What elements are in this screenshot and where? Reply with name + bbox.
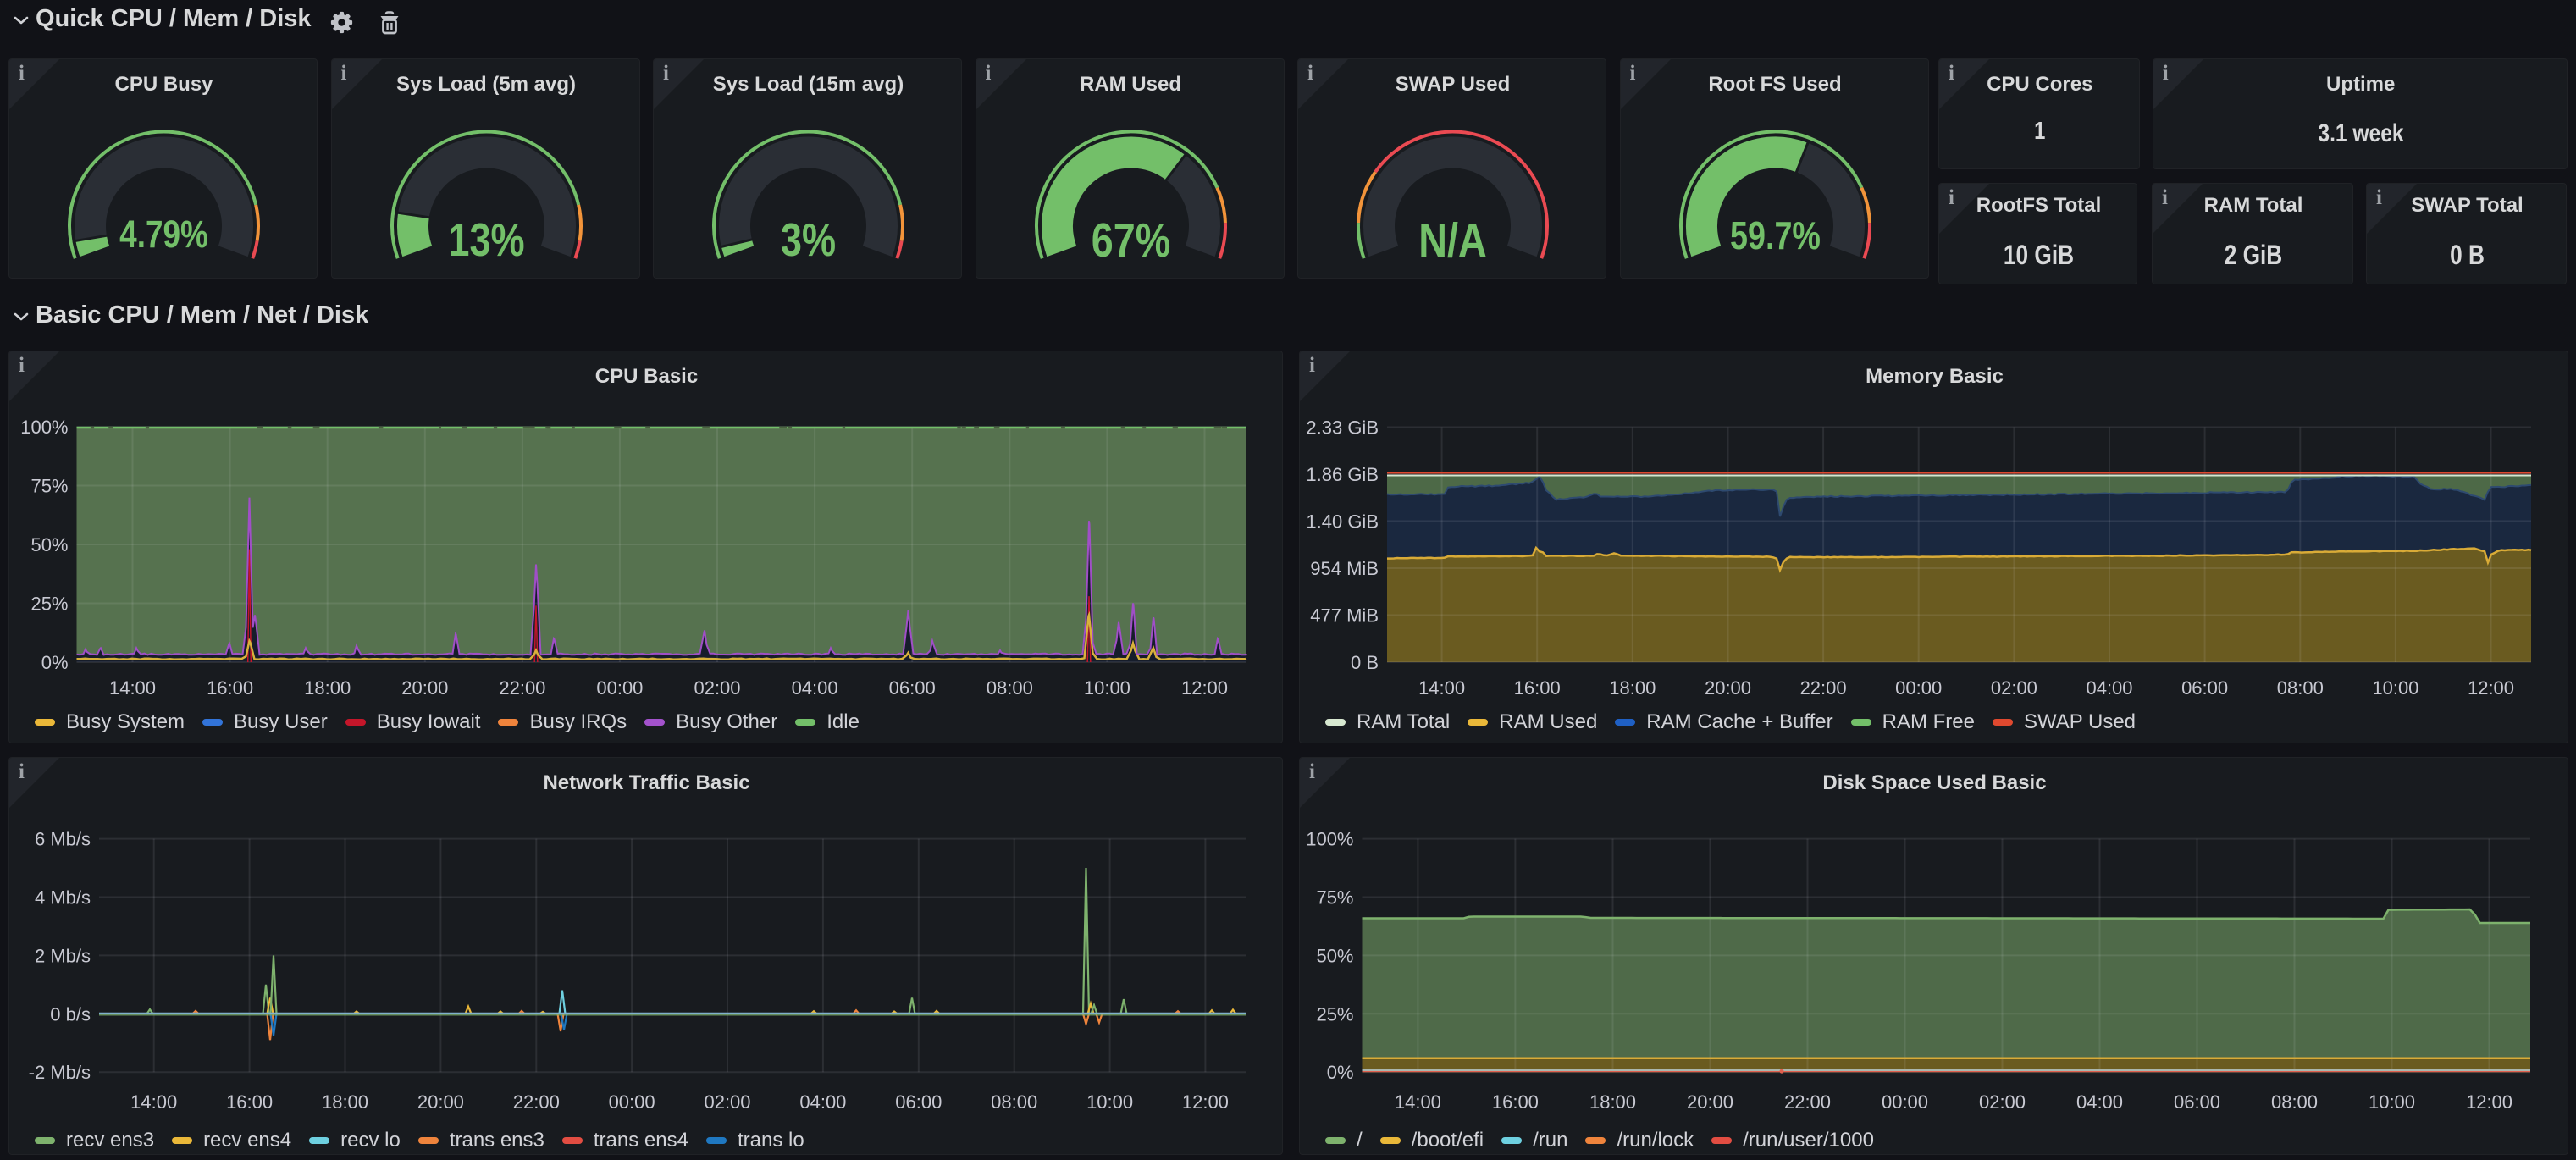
svg-text:12:00: 12:00 (2466, 1091, 2512, 1113)
svg-text:16:00: 16:00 (226, 1091, 273, 1113)
svg-text:22:00: 22:00 (499, 677, 545, 699)
svg-text:10:00: 10:00 (1084, 677, 1130, 699)
svg-text:2.33 GiB: 2.33 GiB (1306, 417, 1379, 439)
svg-text:0%: 0% (1327, 1062, 1354, 1083)
svg-text:06:00: 06:00 (2174, 1091, 2220, 1113)
svg-text:14:00: 14:00 (130, 1091, 177, 1113)
svg-text:1.86 GiB: 1.86 GiB (1306, 464, 1379, 485)
svg-text:50%: 50% (30, 534, 68, 555)
svg-text:0 B: 0 B (1351, 652, 1379, 673)
svg-text:04:00: 04:00 (2076, 1091, 2123, 1113)
svg-text:02:00: 02:00 (694, 677, 740, 699)
svg-text:20:00: 20:00 (1687, 1091, 1733, 1113)
svg-text:25%: 25% (30, 594, 68, 615)
svg-text:08:00: 08:00 (987, 677, 1033, 699)
svg-text:14:00: 14:00 (1418, 677, 1465, 699)
svg-text:08:00: 08:00 (2271, 1091, 2318, 1113)
svg-text:20:00: 20:00 (1705, 677, 1751, 699)
svg-text:2 Mb/s: 2 Mb/s (35, 945, 91, 966)
svg-text:02:00: 02:00 (1979, 1091, 2026, 1113)
svg-text:12:00: 12:00 (1181, 677, 1228, 699)
svg-text:22:00: 22:00 (513, 1091, 560, 1113)
svg-text:00:00: 00:00 (596, 677, 643, 699)
svg-text:00:00: 00:00 (609, 1091, 655, 1113)
svg-text:04:00: 04:00 (792, 677, 838, 699)
svg-text:02:00: 02:00 (704, 1091, 750, 1113)
svg-text:08:00: 08:00 (2277, 677, 2324, 699)
svg-text:06:00: 06:00 (889, 677, 936, 699)
svg-text:16:00: 16:00 (1492, 1091, 1539, 1113)
svg-text:04:00: 04:00 (799, 1091, 846, 1113)
svg-text:14:00: 14:00 (109, 677, 156, 699)
svg-text:1.40 GiB: 1.40 GiB (1306, 511, 1379, 533)
svg-text:25%: 25% (1316, 1003, 1353, 1025)
svg-text:10:00: 10:00 (1086, 1091, 1133, 1113)
svg-text:20:00: 20:00 (417, 1091, 464, 1113)
svg-text:16:00: 16:00 (1514, 677, 1561, 699)
svg-text:06:00: 06:00 (895, 1091, 942, 1113)
svg-text:0 b/s: 0 b/s (50, 1003, 91, 1025)
svg-text:12:00: 12:00 (1182, 1091, 1229, 1113)
svg-text:16:00: 16:00 (207, 677, 253, 699)
svg-text:10:00: 10:00 (2369, 1091, 2415, 1113)
svg-text:04:00: 04:00 (2086, 677, 2132, 699)
svg-text:6 Mb/s: 6 Mb/s (35, 829, 91, 850)
svg-text:22:00: 22:00 (1800, 677, 1847, 699)
svg-text:12:00: 12:00 (2468, 677, 2514, 699)
svg-text:14:00: 14:00 (1395, 1091, 1441, 1113)
svg-text:02:00: 02:00 (1991, 677, 2037, 699)
svg-text:18:00: 18:00 (1609, 677, 1656, 699)
svg-text:18:00: 18:00 (304, 677, 351, 699)
svg-text:100%: 100% (20, 417, 68, 438)
svg-text:22:00: 22:00 (1784, 1091, 1831, 1113)
svg-text:08:00: 08:00 (991, 1091, 1037, 1113)
svg-text:06:00: 06:00 (2181, 677, 2228, 699)
svg-text:10:00: 10:00 (2372, 677, 2418, 699)
svg-text:20:00: 20:00 (401, 677, 448, 699)
svg-text:954 MiB: 954 MiB (1310, 558, 1379, 579)
svg-text:477 MiB: 477 MiB (1310, 605, 1379, 627)
svg-text:75%: 75% (30, 476, 68, 497)
svg-text:00:00: 00:00 (1895, 677, 1942, 699)
svg-text:00:00: 00:00 (1882, 1091, 1928, 1113)
svg-text:50%: 50% (1316, 945, 1353, 966)
svg-text:75%: 75% (1316, 887, 1353, 909)
svg-text:-2 Mb/s: -2 Mb/s (29, 1062, 91, 1083)
svg-text:4 Mb/s: 4 Mb/s (35, 887, 91, 909)
svg-text:18:00: 18:00 (1589, 1091, 1636, 1113)
svg-text:18:00: 18:00 (322, 1091, 368, 1113)
svg-text:100%: 100% (1306, 829, 1353, 850)
svg-text:0%: 0% (41, 652, 69, 673)
